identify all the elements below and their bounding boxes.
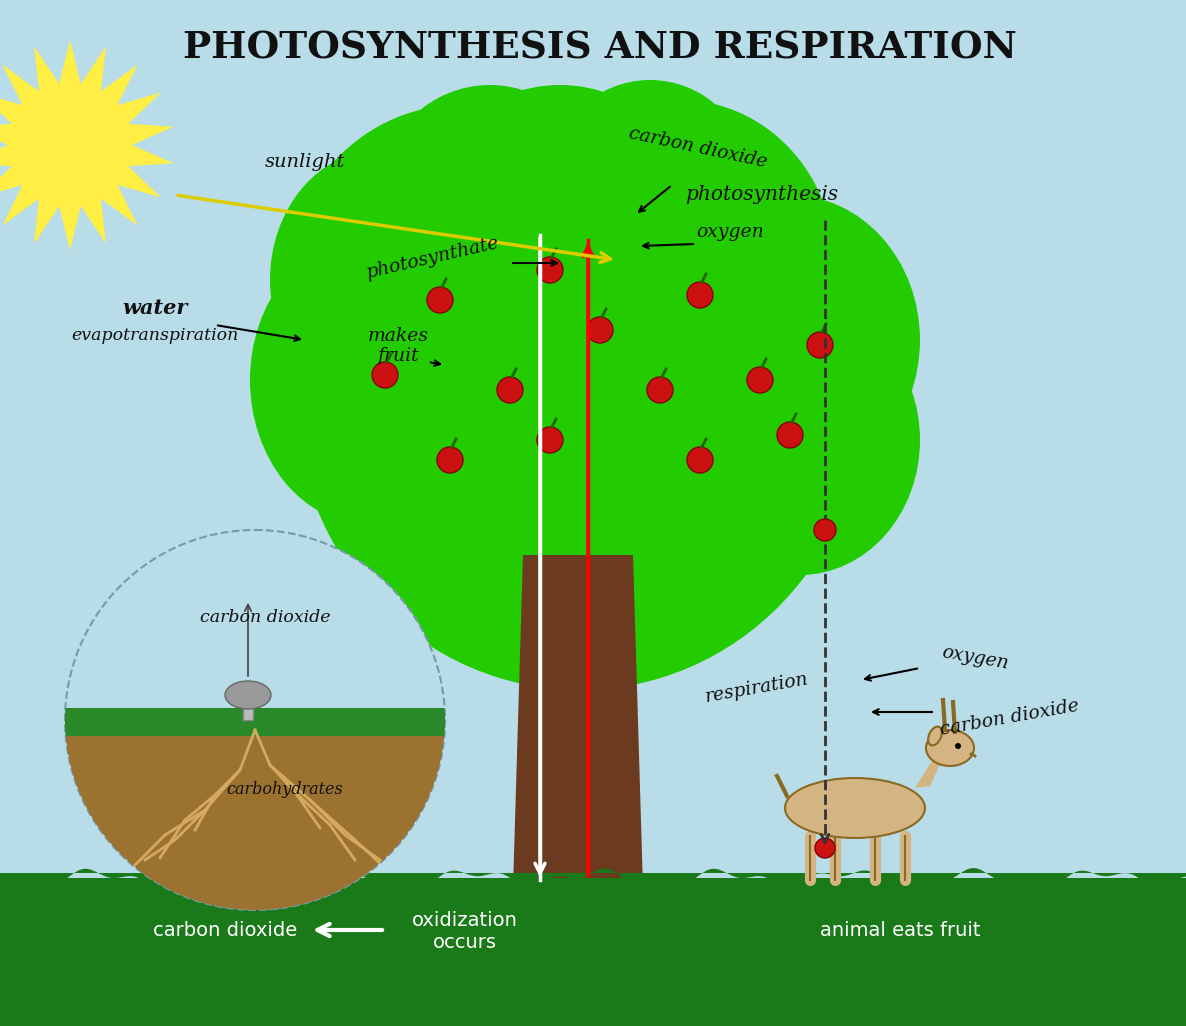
- Ellipse shape: [550, 80, 750, 280]
- Circle shape: [815, 838, 835, 858]
- Polygon shape: [0, 40, 173, 250]
- Text: evapotranspiration: evapotranspiration: [71, 326, 238, 344]
- Bar: [65, 708, 445, 736]
- Circle shape: [65, 530, 445, 910]
- Circle shape: [747, 367, 773, 393]
- Wedge shape: [65, 720, 445, 910]
- Circle shape: [372, 362, 398, 388]
- Ellipse shape: [785, 778, 925, 838]
- Text: carbohydrates: carbohydrates: [227, 782, 344, 798]
- Ellipse shape: [659, 195, 920, 485]
- Polygon shape: [916, 753, 945, 788]
- Circle shape: [537, 427, 563, 453]
- Circle shape: [955, 743, 961, 749]
- Circle shape: [648, 377, 672, 403]
- Circle shape: [687, 447, 713, 473]
- Polygon shape: [0, 868, 1186, 887]
- Text: oxygen: oxygen: [696, 223, 764, 241]
- Text: respiration: respiration: [703, 670, 810, 706]
- Circle shape: [436, 447, 463, 473]
- Text: carbon dioxide: carbon dioxide: [153, 920, 298, 940]
- Ellipse shape: [380, 85, 600, 305]
- Ellipse shape: [295, 100, 865, 690]
- Text: carbon dioxide: carbon dioxide: [627, 124, 769, 171]
- Circle shape: [814, 519, 836, 541]
- Bar: [0, 878, 1186, 1026]
- Ellipse shape: [415, 85, 704, 385]
- Ellipse shape: [610, 380, 850, 600]
- Ellipse shape: [225, 681, 270, 709]
- Ellipse shape: [680, 305, 920, 575]
- Text: oxygen: oxygen: [940, 643, 1010, 673]
- Text: makes
fruit: makes fruit: [368, 326, 428, 365]
- Text: carbon dioxide: carbon dioxide: [199, 609, 330, 627]
- Text: PHOTOSYNTHESIS AND RESPIRATION: PHOTOSYNTHESIS AND RESPIRATION: [183, 30, 1016, 67]
- Text: carbon dioxide: carbon dioxide: [939, 697, 1080, 739]
- Text: photosynthate: photosynthate: [364, 234, 500, 282]
- Circle shape: [427, 287, 453, 313]
- Polygon shape: [514, 555, 643, 887]
- Ellipse shape: [270, 150, 490, 410]
- Circle shape: [777, 422, 803, 448]
- Text: water: water: [122, 298, 187, 318]
- Circle shape: [497, 377, 523, 403]
- Circle shape: [806, 332, 833, 358]
- Ellipse shape: [285, 105, 635, 475]
- Circle shape: [587, 317, 613, 343]
- Text: oxidization
occurs: oxidization occurs: [412, 911, 518, 952]
- Ellipse shape: [525, 100, 835, 430]
- Text: animal eats fruit: animal eats fruit: [820, 920, 981, 940]
- Ellipse shape: [250, 235, 490, 525]
- FancyBboxPatch shape: [243, 695, 253, 720]
- Ellipse shape: [320, 330, 600, 570]
- Text: photosynthesis: photosynthesis: [686, 186, 839, 204]
- Circle shape: [687, 282, 713, 308]
- Ellipse shape: [926, 731, 974, 766]
- Circle shape: [537, 256, 563, 283]
- Ellipse shape: [929, 726, 942, 746]
- Text: sunlight: sunlight: [264, 153, 345, 171]
